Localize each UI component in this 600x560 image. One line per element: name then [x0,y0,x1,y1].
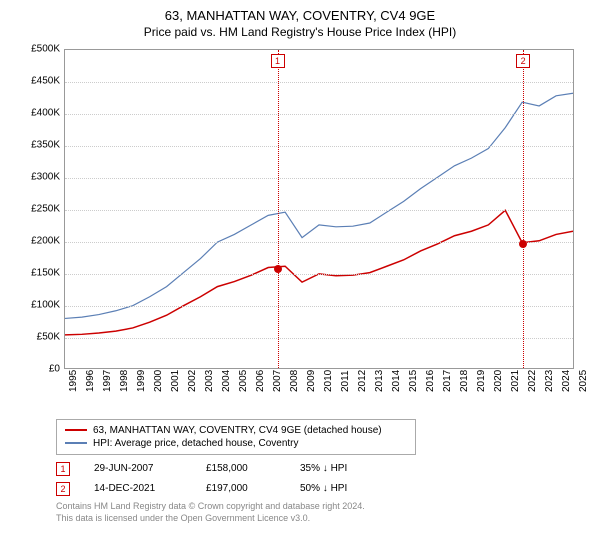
sale-rows: 1 29-JUN-2007 £158,000 35% ↓ HPI 2 14-DE… [56,459,588,499]
attribution-line: This data is licensed under the Open Gov… [56,513,588,525]
y-axis-label: £250K [31,203,60,214]
x-axis-label: 2013 [374,370,385,392]
x-axis-label: 2003 [204,370,215,392]
sale-price: £197,000 [206,483,276,494]
gridline [65,210,573,211]
attribution-line: Contains HM Land Registry data © Crown c… [56,501,588,513]
series-price_paid [65,210,573,335]
x-axis-label: 2009 [306,370,317,392]
y-axis-label: £350K [31,139,60,150]
y-axis-label: £400K [31,107,60,118]
chart-container: 63, MANHATTAN WAY, COVENTRY, CV4 9GE Pri… [0,0,600,560]
chart-area: 12 £0£50K£100K£150K£200K£250K£300K£350K£… [20,45,580,415]
y-axis-label: £50K [37,331,60,342]
y-axis-label: £0 [49,363,60,374]
gridline [65,146,573,147]
x-axis-label: 2008 [289,370,300,392]
x-axis-label: 2020 [493,370,504,392]
legend-swatch [65,429,87,431]
sale-marker-box: 1 [271,54,285,68]
y-axis-label: £200K [31,235,60,246]
sale-point-dot [519,240,527,248]
sale-row: 1 29-JUN-2007 £158,000 35% ↓ HPI [56,459,588,479]
sale-date: 29-JUN-2007 [94,463,182,474]
sale-date: 14-DEC-2021 [94,483,182,494]
x-axis-label: 1996 [85,370,96,392]
x-axis-label: 2012 [357,370,368,392]
x-axis-label: 2022 [527,370,538,392]
x-axis-label: 2004 [221,370,232,392]
x-axis-label: 1997 [102,370,113,392]
x-axis-label: 2023 [544,370,555,392]
gridline [65,274,573,275]
chart-title: 63, MANHATTAN WAY, COVENTRY, CV4 9GE [12,8,588,25]
y-axis-label: £100K [31,299,60,310]
gridline [65,178,573,179]
gridline [65,338,573,339]
x-axis-label: 2000 [153,370,164,392]
sale-point-dot [274,265,282,273]
sale-marker-box: 2 [516,54,530,68]
x-axis-label: 1999 [136,370,147,392]
sale-box: 1 [56,462,70,476]
sale-vline [278,50,279,368]
y-axis-label: £300K [31,171,60,182]
legend: 63, MANHATTAN WAY, COVENTRY, CV4 9GE (de… [56,419,416,455]
legend-label: 63, MANHATTAN WAY, COVENTRY, CV4 9GE (de… [93,425,382,436]
x-axis-label: 2019 [476,370,487,392]
x-axis-label: 1995 [68,370,79,392]
x-axis-label: 2002 [187,370,198,392]
x-axis-label: 2010 [323,370,334,392]
gridline [65,82,573,83]
x-axis-label: 2021 [510,370,521,392]
x-axis-label: 2001 [170,370,181,392]
x-axis-label: 2014 [391,370,402,392]
x-axis-label: 2006 [255,370,266,392]
sale-price: £158,000 [206,463,276,474]
sale-row: 2 14-DEC-2021 £197,000 50% ↓ HPI [56,479,588,499]
x-axis-label: 2007 [272,370,283,392]
x-axis-label: 2011 [340,370,351,392]
x-axis-label: 2025 [578,370,589,392]
gridline [65,242,573,243]
y-axis-label: £150K [31,267,60,278]
series-hpi [65,93,573,318]
gridline [65,114,573,115]
x-axis-label: 2015 [408,370,419,392]
x-axis-label: 2016 [425,370,436,392]
sale-vline [523,50,524,368]
chart-subtitle: Price paid vs. HM Land Registry's House … [12,25,588,39]
line-layer [65,50,573,368]
sale-diff: 35% ↓ HPI [300,463,390,474]
legend-item: HPI: Average price, detached house, Cove… [65,437,407,450]
attribution: Contains HM Land Registry data © Crown c… [56,501,588,524]
legend-swatch [65,442,87,444]
x-axis-label: 1998 [119,370,130,392]
x-axis-label: 2024 [561,370,572,392]
sale-box: 2 [56,482,70,496]
legend-label: HPI: Average price, detached house, Cove… [93,438,299,449]
y-axis-label: £450K [31,75,60,86]
legend-item: 63, MANHATTAN WAY, COVENTRY, CV4 9GE (de… [65,424,407,437]
sale-diff: 50% ↓ HPI [300,483,390,494]
gridline [65,306,573,307]
x-axis-label: 2017 [442,370,453,392]
plot-region: 12 [64,49,574,369]
x-axis-label: 2018 [459,370,470,392]
x-axis-label: 2005 [238,370,249,392]
y-axis-label: £500K [31,43,60,54]
